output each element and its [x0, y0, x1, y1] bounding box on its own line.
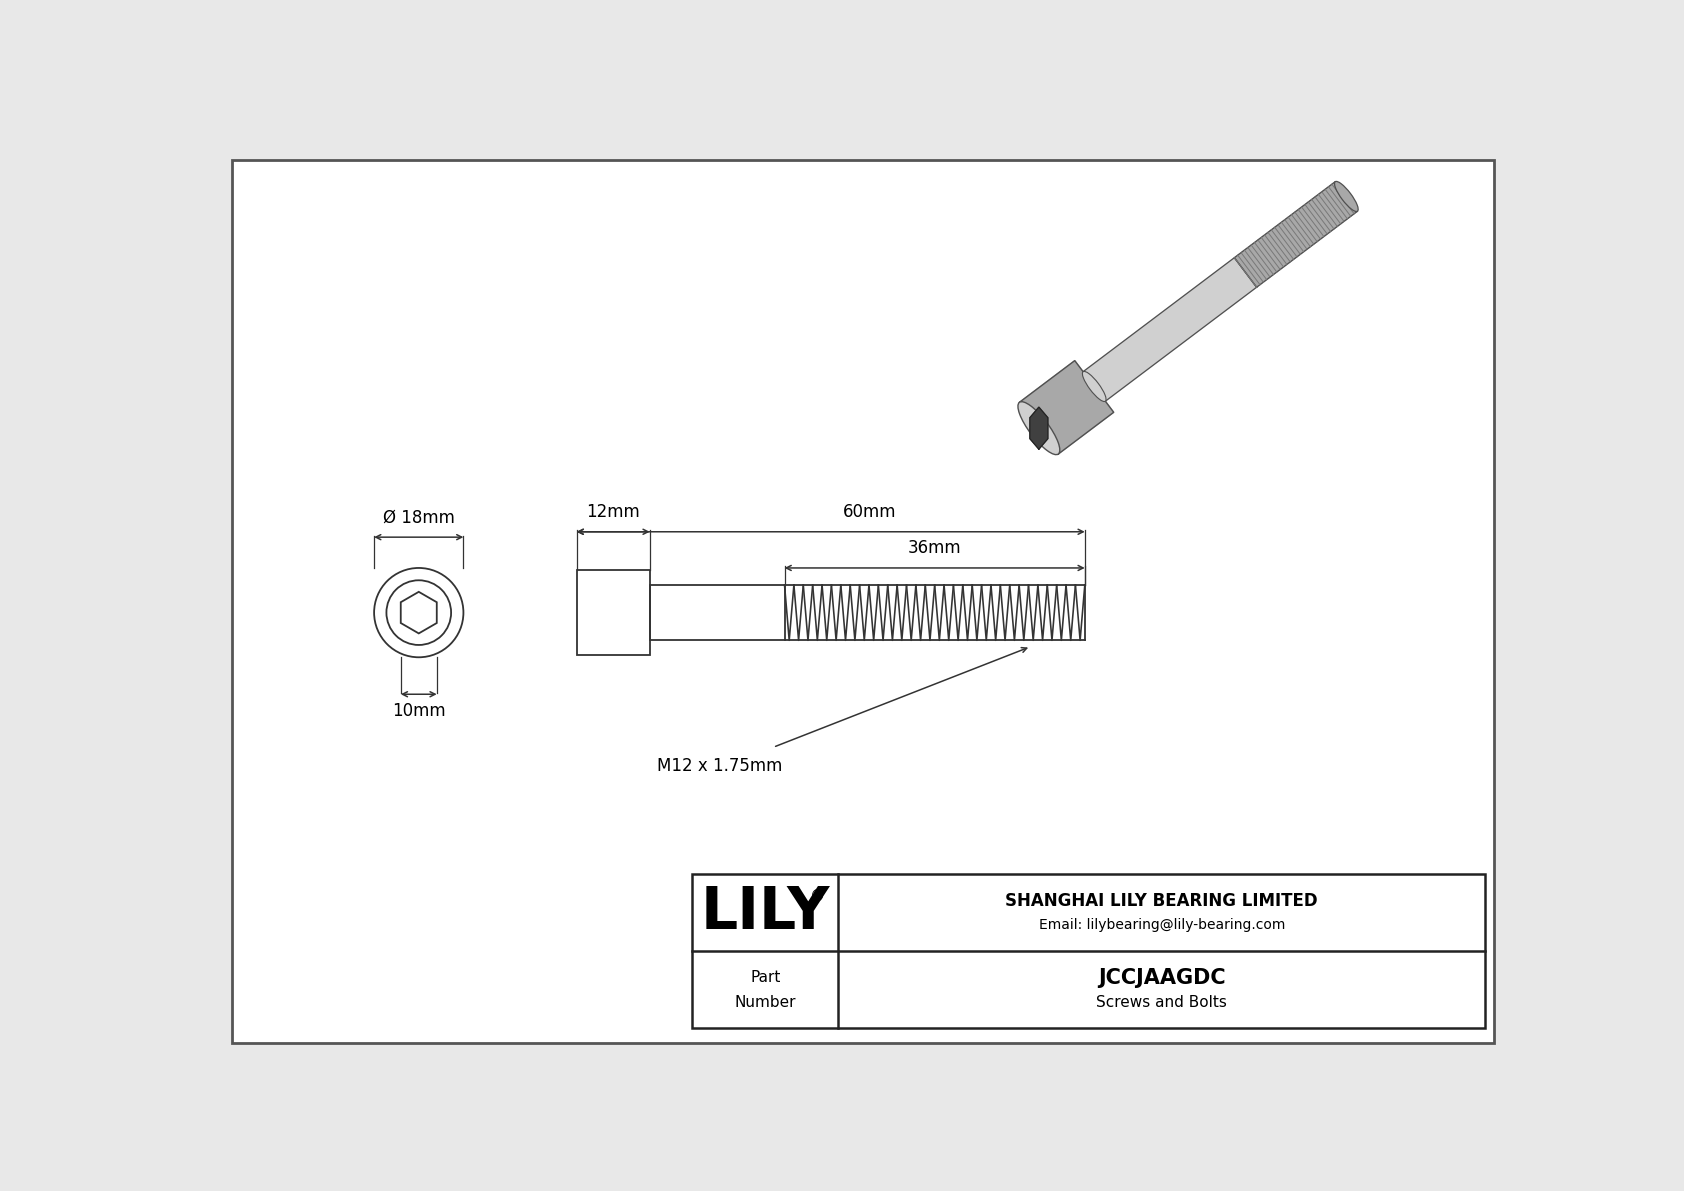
Polygon shape: [1019, 361, 1113, 454]
Text: SHANGHAI LILY BEARING LIMITED: SHANGHAI LILY BEARING LIMITED: [1005, 892, 1319, 910]
Text: JCCJAAGDC: JCCJAAGDC: [1098, 967, 1226, 987]
Text: 36mm: 36mm: [908, 540, 962, 557]
Text: Ø 18mm: Ø 18mm: [382, 509, 455, 526]
Text: Part
Number: Part Number: [734, 971, 797, 1010]
Polygon shape: [1234, 182, 1357, 287]
Ellipse shape: [1083, 372, 1106, 401]
Text: Screws and Bolts: Screws and Bolts: [1096, 994, 1228, 1010]
Ellipse shape: [1334, 181, 1359, 212]
Text: 60mm: 60mm: [842, 503, 896, 520]
Text: Email: lilybearing@lily-bearing.com: Email: lilybearing@lily-bearing.com: [1039, 918, 1285, 933]
Text: LILY: LILY: [701, 885, 830, 941]
Text: ®: ®: [810, 888, 825, 904]
Text: M12 x 1.75mm: M12 x 1.75mm: [657, 757, 783, 775]
Text: 10mm: 10mm: [392, 701, 446, 719]
Bar: [576, 570, 650, 655]
Bar: [650, 585, 785, 641]
Text: 12mm: 12mm: [586, 503, 640, 520]
Polygon shape: [1031, 407, 1047, 449]
Ellipse shape: [1017, 401, 1059, 455]
Bar: [692, 874, 1485, 1028]
Polygon shape: [1083, 257, 1256, 401]
